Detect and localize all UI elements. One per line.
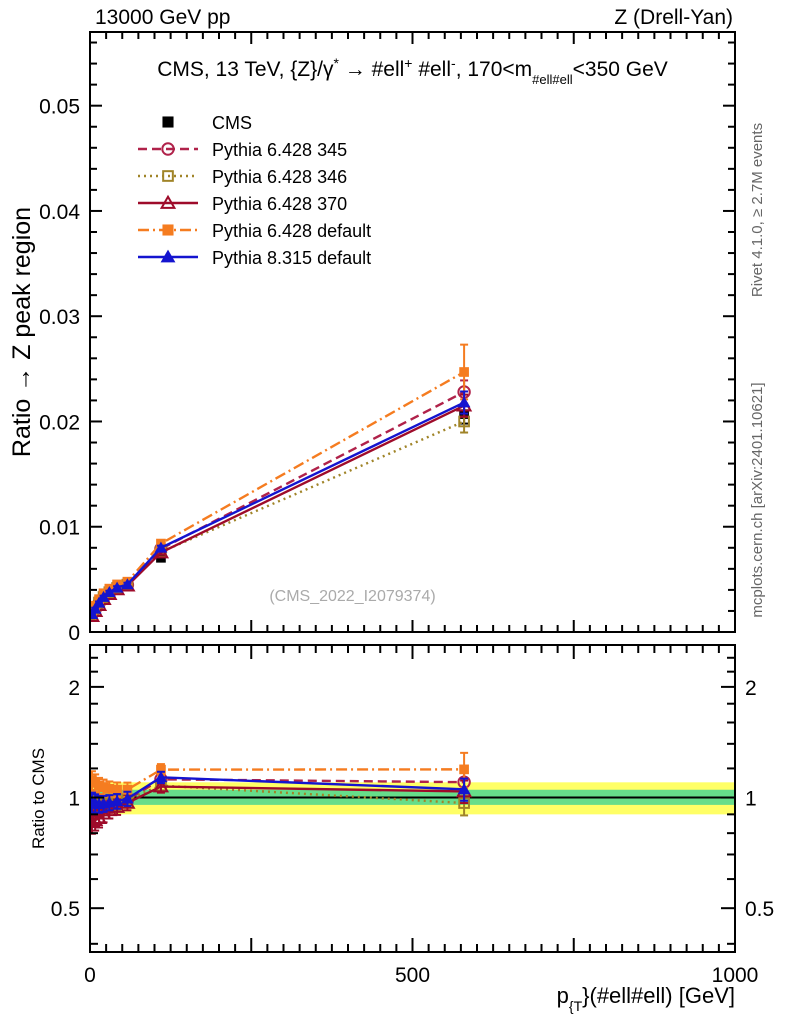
main-ytick-label: 0: [68, 622, 80, 645]
main-ytick-label: 0.05: [39, 96, 80, 119]
legend-marker-5: [160, 249, 176, 263]
ratio-ytick-label-right: 0.5: [745, 898, 774, 921]
legend-marker-1: [161, 142, 175, 156]
legend-label-3: Pythia 6.428 370: [212, 194, 347, 214]
ratio-ytick-label-right: 2: [745, 677, 757, 700]
header-right: Z (Drell-Yan): [614, 6, 733, 29]
legend-marker-3: [159, 194, 177, 209]
ratio-marker-3: [459, 764, 469, 775]
main-line-2: [91, 420, 465, 615]
main-plot-frame: [89, 31, 736, 633]
main-marker-5: [154, 541, 168, 553]
ratio-marker-4: [121, 792, 134, 804]
dataset-watermark: (CMS_2022_I2079374): [269, 588, 435, 605]
ratio-marker-3: [98, 782, 109, 793]
main-marker-5: [121, 578, 134, 590]
main-series-1: [91, 379, 471, 622]
x-axis-label: p{T}(#ell#ell) [GeV]: [557, 983, 735, 1014]
main-marker-4: [459, 367, 469, 377]
main-ytick-label: 0.03: [39, 306, 80, 329]
x-axis-tick-label: 1000: [712, 964, 759, 987]
header-left: 13000 GeV pp: [95, 6, 230, 29]
legend-label-4: Pythia 6.428 default: [212, 221, 371, 241]
ratio-ytick-label-left: 2: [68, 677, 80, 700]
ratio-marker-3: [122, 784, 133, 795]
main-line-1: [91, 390, 465, 615]
rivet-version-label: Rivet 4.1.0, ≥ 2.7M events: [749, 123, 766, 297]
mcplots-source-label: mcplots.cern.ch [arXiv:2401.10621]: [749, 382, 766, 617]
ratio-marker-4: [457, 783, 471, 795]
main-marker-5: [102, 586, 116, 598]
legend-marker-0: [162, 116, 174, 128]
ratio-marker-4: [110, 795, 124, 807]
legend-marker-2: [162, 170, 174, 182]
legend-label-1: Pythia 6.428 345: [212, 140, 347, 160]
main-marker-5: [91, 602, 102, 614]
ratio-marker-2: [91, 809, 108, 824]
legend-label-2: Pythia 6.428 346: [212, 167, 347, 187]
main-ytick-label: 0.02: [39, 411, 80, 434]
main-series-5: [91, 390, 471, 619]
main-line-5: [91, 401, 465, 615]
ratio-marker-2: [152, 778, 170, 793]
main-series-0: [91, 403, 469, 619]
ratio-marker-3: [156, 764, 166, 775]
ratio-marker-3: [104, 784, 115, 794]
legend-label-0: CMS: [212, 113, 252, 133]
legend-label-5: Pythia 8.315 default: [212, 248, 371, 268]
plot-title: CMS, 13 TeV, {Z}/γ* → #ell+ #ell-, 170<m…: [157, 55, 668, 87]
ratio-ytick-label-left: 1: [68, 788, 80, 811]
ratio-y-axis-label: Ratio to CMS: [29, 748, 48, 849]
x-axis-tick-label: 500: [395, 964, 430, 987]
main-ytick-label: 0.04: [39, 201, 80, 224]
ratio-ytick-label-left: 0.5: [51, 898, 80, 921]
main-marker-5: [457, 396, 471, 408]
ratio-marker-4: [154, 771, 168, 783]
main-series-4: [91, 343, 469, 617]
main-marker-5: [92, 596, 106, 608]
main-marker-5: [110, 581, 124, 593]
main-ytick-label: 0.01: [39, 517, 80, 540]
ratio-content: [91, 751, 734, 835]
ratio-marker-3: [112, 784, 122, 795]
x-axis-tick-label: 0: [84, 964, 96, 987]
ratio-ytick-label-right: 1: [745, 788, 757, 811]
legend-marker-4: [162, 224, 174, 236]
main-line-3: [91, 404, 465, 617]
main-y-axis-label: Ratio → Z peak region: [8, 207, 36, 457]
